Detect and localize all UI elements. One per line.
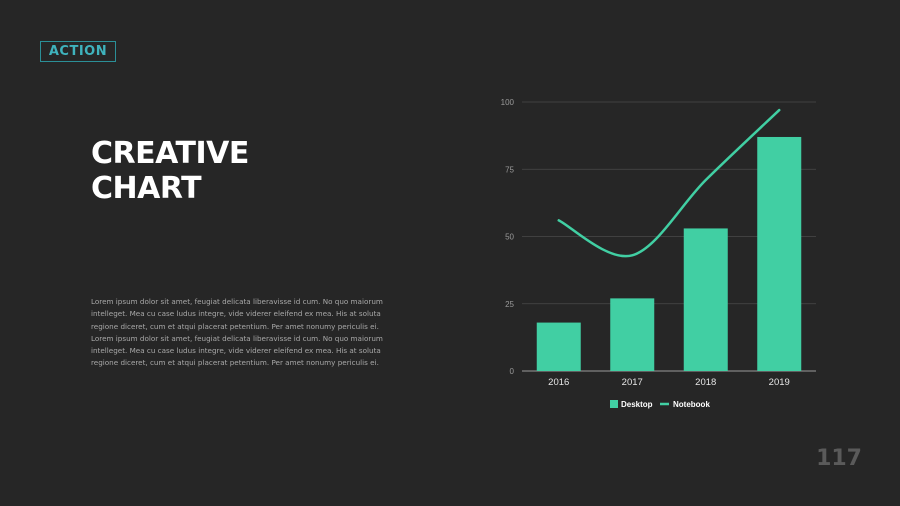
x-tick-label: 2018 — [695, 377, 716, 388]
y-tick-label: 0 — [510, 367, 515, 376]
slide-title: CREATIVE CHART — [91, 136, 249, 206]
body-paragraph: Lorem ipsum dolor sit amet, feugiat deli… — [91, 297, 383, 368]
bar-2018 — [683, 228, 728, 371]
page-number: 117 — [816, 446, 862, 471]
x-tick-label: 2016 — [548, 377, 569, 388]
y-tick-label: 50 — [505, 233, 514, 242]
line-notebook — [557, 108, 781, 258]
legend-label-notebook: Notebook — [673, 400, 710, 409]
title-line-1: CREATIVE — [91, 136, 249, 171]
legend-label-desktop: Desktop — [621, 400, 653, 409]
legend-swatch-desktop — [610, 400, 618, 408]
bar-2019 — [757, 136, 802, 371]
y-tick-label: 75 — [505, 165, 514, 174]
logo-text: ACTION — [48, 44, 108, 59]
x-tick-label: 2019 — [769, 377, 790, 388]
y-tick-label: 25 — [505, 300, 514, 309]
logo: ACTION — [40, 41, 116, 62]
bar-2016 — [536, 322, 581, 371]
bar-2017 — [610, 298, 655, 371]
title-line-2: CHART — [91, 171, 202, 206]
y-tick-label: 100 — [501, 98, 515, 107]
x-tick-label: 2017 — [622, 377, 643, 388]
